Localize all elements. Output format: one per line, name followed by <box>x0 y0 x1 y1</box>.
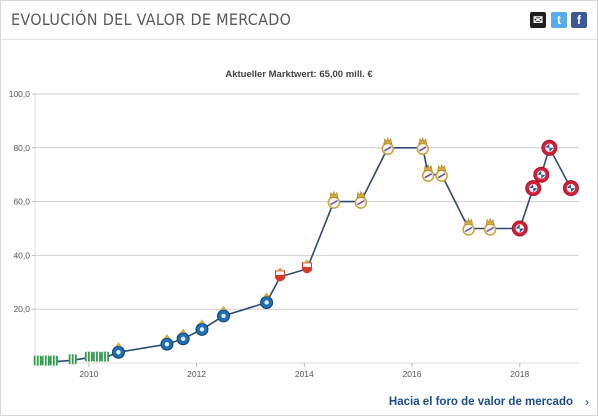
data-point-real-crest <box>462 217 475 236</box>
data-point-real-crest <box>483 217 497 236</box>
data-point-real-crest <box>327 190 341 209</box>
data-point-porto-crest <box>260 292 274 309</box>
data-point-bayern-crest <box>533 166 550 183</box>
y-tick-label: 80,0 <box>13 143 30 153</box>
y-tick-label: 60,0 <box>13 197 30 207</box>
data-point-green-crest <box>84 351 93 362</box>
y-tick-label: 20,0 <box>13 304 30 314</box>
twitter-icon[interactable]: t <box>551 12 567 28</box>
data-point-real-crest <box>381 136 395 156</box>
data-point-porto-crest <box>176 328 190 346</box>
data-point-green-crest <box>49 355 58 366</box>
x-tick-label: 2012 <box>187 369 206 379</box>
y-tick-label: 100,0 <box>9 89 31 99</box>
data-point-green-crest <box>92 351 101 362</box>
data-point-porto-crest <box>217 305 231 323</box>
chart-area: Aktueller Marktwert: 65,00 mill. € 20,0 4… <box>1 41 597 381</box>
data-point-bayern-crest <box>525 180 542 197</box>
x-tick-label: 2016 <box>403 369 422 379</box>
data-point-bayern-crest <box>562 180 579 197</box>
market-value-forum-link[interactable]: Hacia el foro de valor de mercado <box>388 396 573 408</box>
market-value-chart: 20,0 40,0 60,0 80,0 100,0 2010 2012 2014 2016 201… <box>9 89 579 379</box>
data-point-porto-crest <box>195 319 209 336</box>
chevron-right-icon: › <box>585 395 589 409</box>
data-point-real-crest <box>354 190 368 209</box>
widget-title: EVOLUCIÓN DEL VALOR DE MERCADO <box>11 10 292 29</box>
data-point-real-crest <box>416 136 430 156</box>
data-point-green-crest <box>33 355 42 366</box>
data-point-monaco-crest <box>302 259 312 274</box>
data-point-real-crest <box>421 163 435 182</box>
y-tick-label: 40,0 <box>13 250 30 260</box>
mail-icon[interactable]: ✉ <box>530 12 546 28</box>
data-point-real-crest <box>435 163 448 182</box>
chart-title: Aktueller Marktwert: 65,00 mill. € <box>225 69 373 80</box>
data-point-green-crest <box>101 351 110 362</box>
widget-footer: Hacia el foro de valor de mercado › <box>1 385 597 415</box>
data-point-bayern-crest <box>541 139 558 156</box>
x-tick-label: 2018 <box>510 369 529 379</box>
data-point-bayern-crest <box>511 220 528 237</box>
x-tick-label: 2010 <box>79 369 98 379</box>
data-point-green-crest <box>41 355 50 366</box>
x-tick-label: 2014 <box>295 369 314 379</box>
facebook-icon[interactable]: f <box>571 12 587 28</box>
data-point-green-crest <box>68 354 77 365</box>
data-point-porto-crest <box>111 342 125 359</box>
series-line <box>37 145 572 363</box>
data-point-monaco-crest <box>275 267 286 282</box>
widget-header: EVOLUCIÓN DEL VALOR DE MERCADO ✉ t f <box>1 1 597 40</box>
data-point-porto-crest <box>160 334 174 351</box>
